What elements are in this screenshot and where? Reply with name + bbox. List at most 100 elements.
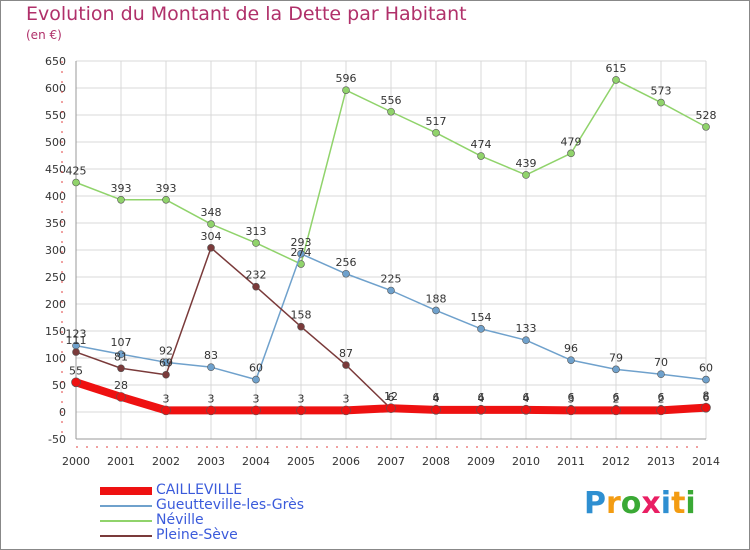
data-label: 188 [426, 292, 447, 305]
series-1-point [612, 365, 620, 374]
series-0-point [386, 403, 396, 414]
data-label: 479 [561, 135, 582, 148]
data-label: 304 [201, 230, 222, 243]
legend-swatch-cailleville [100, 487, 152, 495]
series-1-point [297, 249, 305, 258]
series-1-point [702, 375, 710, 384]
x-tick-label: 2008 [422, 455, 450, 468]
series-2-point [702, 123, 710, 131]
data-label: 3 [343, 392, 350, 405]
series-1-point [522, 336, 530, 344]
x-tick-label: 2009 [467, 455, 495, 468]
series-2-point [207, 220, 215, 228]
proxiti-logo: Proxiti [584, 486, 696, 521]
series-3-point [297, 322, 305, 331]
data-label: 8 [703, 390, 710, 403]
series-2-point [432, 129, 440, 137]
data-label: 60 [699, 362, 713, 375]
data-label: 439 [516, 157, 537, 170]
data-label: 573 [651, 85, 672, 98]
x-tick-label: 2001 [107, 455, 135, 468]
chart-subtitle: (en €) [26, 28, 62, 42]
data-label: 83 [204, 349, 218, 362]
y-tick-label: -50 [48, 433, 66, 446]
series-3-point [252, 282, 260, 291]
series-2-point [162, 195, 170, 204]
x-tick-label: 2006 [332, 455, 360, 468]
data-label: 556 [381, 94, 402, 107]
data-label: 2 [613, 392, 620, 405]
series-3-point [72, 348, 80, 356]
data-label: 69 [159, 357, 173, 370]
series-1-point [387, 286, 395, 295]
legend-swatch-neville [100, 520, 152, 522]
data-label: 70 [654, 356, 668, 369]
data-label: 3 [208, 392, 215, 405]
data-label: 96 [564, 342, 578, 355]
data-label: 232 [246, 269, 267, 282]
data-label: 393 [111, 182, 132, 195]
data-label: 60 [249, 362, 263, 375]
legend-label-gueutteville: Gueutteville-les-Grès [156, 497, 304, 513]
x-tick-label: 2004 [242, 455, 270, 468]
data-label: 3 [253, 392, 260, 405]
x-tick-label: 2011 [557, 455, 585, 468]
data-label: 6 [703, 391, 710, 404]
series-1-point [477, 325, 485, 333]
series-3-point [162, 370, 170, 379]
x-tick-label: 2003 [197, 455, 225, 468]
data-label: 3 [163, 392, 170, 405]
series-0-point [611, 405, 621, 416]
logo-letter: i [685, 486, 696, 521]
series-1-point [342, 269, 350, 278]
series-2-point [522, 171, 530, 179]
data-label: 158 [291, 309, 312, 322]
series-0-point [161, 405, 171, 416]
data-label: 123 [66, 328, 87, 341]
y-tick-label: 350 [45, 217, 66, 230]
data-label: 12 [384, 390, 398, 403]
series-2-point [477, 152, 485, 160]
data-label: 615 [606, 62, 627, 75]
data-label: 474 [471, 138, 492, 151]
data-label: 154 [471, 311, 492, 324]
legend-swatch-gueutteville [100, 505, 152, 507]
data-label: 348 [201, 206, 222, 219]
y-tick-label: 150 [45, 325, 66, 338]
data-label: 6 [388, 391, 395, 404]
data-label: 81 [114, 350, 128, 363]
series-2-point [387, 107, 395, 116]
y-tick-label: 400 [45, 190, 66, 203]
data-label: 3 [298, 392, 305, 405]
series-0-point [566, 405, 576, 416]
logo-letter: r [606, 486, 621, 521]
legend-label-cailleville: CAILLEVILLE [156, 482, 243, 498]
series-2-point [117, 195, 125, 204]
series-0-point [296, 405, 306, 416]
data-label: 6 [568, 391, 575, 404]
x-tick-label: 2013 [647, 455, 675, 468]
y-tick-label: 50 [52, 379, 66, 392]
y-tick-label: 650 [45, 55, 66, 68]
data-label: 274 [291, 246, 312, 259]
data-label: 425 [66, 165, 87, 178]
data-label: 79 [609, 351, 623, 364]
data-label: 6 [658, 391, 665, 404]
data-label: 107 [111, 336, 132, 349]
data-label: 6 [523, 391, 530, 404]
data-label: 6 [433, 391, 440, 404]
series-1-point [567, 356, 575, 364]
data-label: 313 [246, 225, 267, 238]
series-1-point [432, 306, 440, 315]
series-0-point [431, 405, 441, 415]
series-1-point [162, 358, 170, 367]
x-tick-label: 2007 [377, 455, 405, 468]
data-label: 4 [433, 392, 440, 405]
series-3-point [207, 244, 215, 252]
data-label: 111 [66, 334, 87, 347]
series-3-point [342, 361, 350, 369]
x-tick-label: 2000 [62, 455, 90, 468]
data-label: 517 [426, 115, 447, 128]
logo-letter: t [671, 486, 686, 521]
